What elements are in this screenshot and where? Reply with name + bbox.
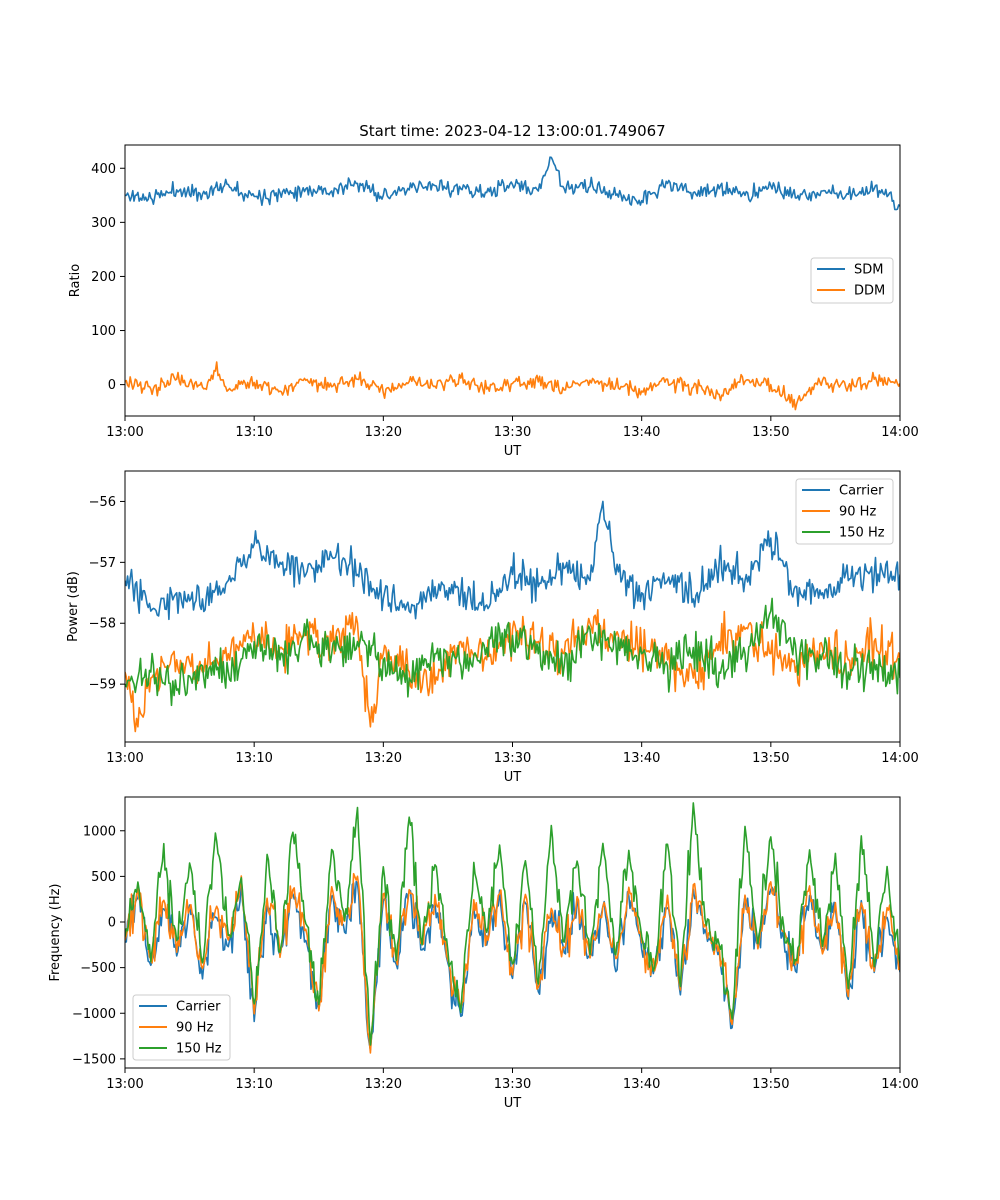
figure-title: Start time: 2023-04-12 13:00:01.749067 — [359, 122, 665, 140]
y-tick-label: −57 — [89, 556, 116, 571]
x-tick-label: 13:10 — [235, 1077, 272, 1092]
x-tick-label: 13:30 — [494, 1077, 531, 1092]
y-tick-label: 200 — [91, 270, 116, 285]
legend-label: 150 Hz — [839, 526, 885, 541]
x-tick-label: 13:00 — [106, 1077, 143, 1092]
y-tick-label: 0 — [108, 378, 116, 393]
x-axis-label: UT — [504, 1096, 522, 1111]
y-tick-label: 0 — [108, 916, 116, 931]
y-tick-label: 300 — [91, 216, 116, 231]
y-tick-label: 400 — [91, 162, 116, 177]
y-tick-label: −58 — [89, 617, 116, 632]
legend-label: 90 Hz — [176, 1021, 213, 1036]
x-tick-label: 13:40 — [623, 425, 660, 440]
x-tick-label: 13:50 — [752, 751, 789, 766]
legend-label: DDM — [854, 284, 885, 299]
series-line-90-hz — [125, 872, 900, 1054]
x-tick-label: 13:20 — [365, 751, 402, 766]
series-line-sdm — [125, 156, 900, 211]
y-tick-label: −1000 — [72, 1007, 116, 1022]
series-line-90-hz — [125, 609, 900, 733]
y-tick-label: −1500 — [72, 1052, 116, 1067]
x-tick-label: 13:40 — [623, 751, 660, 766]
x-tick-label: 14:00 — [881, 751, 918, 766]
x-tick-label: 13:20 — [365, 425, 402, 440]
series-line-150-hz — [125, 802, 900, 1046]
x-tick-label: 14:00 — [881, 1077, 918, 1092]
y-tick-label: 500 — [91, 870, 116, 885]
x-axis-label: UT — [504, 444, 522, 459]
legend-label: Carrier — [176, 1000, 221, 1015]
plot-area — [125, 500, 900, 733]
x-tick-label: 13:10 — [235, 751, 272, 766]
legend-label: Carrier — [839, 484, 884, 499]
x-tick-label: 13:40 — [623, 1077, 660, 1092]
chart-panel-1: 13:00 13:10 13:20 13:30 13:40 13:50 14:00 400 30… — [68, 144, 919, 459]
y-axis-label: Ratio — [68, 264, 83, 297]
y-axis-label: Frequency (Hz) — [48, 883, 63, 981]
chart-panel-2: 13:00 13:10 13:20 13:30 13:40 13:50 14:00 −56 −5… — [66, 470, 919, 785]
series-line-150-hz — [125, 597, 900, 707]
series-line-ddm — [125, 361, 900, 411]
x-tick-label: 13:30 — [494, 751, 531, 766]
x-tick-label: 13:30 — [494, 425, 531, 440]
x-axis-label: UT — [504, 770, 522, 785]
series-line-carrier — [125, 500, 900, 621]
plot-area — [125, 156, 900, 411]
legend-box — [132, 994, 231, 1061]
legend-label: 90 Hz — [839, 505, 876, 520]
x-tick-label: 13:00 — [106, 751, 143, 766]
y-axis-label: Power (dB) — [66, 571, 81, 642]
plot-area — [125, 802, 900, 1054]
legend-box — [795, 478, 894, 545]
legend-label: SDM — [854, 263, 883, 278]
x-tick-label: 13:00 — [106, 425, 143, 440]
x-tick-label: 13:50 — [752, 425, 789, 440]
y-tick-label: −59 — [89, 678, 116, 693]
chart-panel-3: 13:00 13:10 13:20 13:30 13:40 13:50 14:00 1000 5… — [48, 796, 919, 1111]
y-tick-label: 1000 — [83, 824, 116, 839]
legend-label: 150 Hz — [176, 1042, 222, 1057]
x-tick-label: 13:20 — [365, 1077, 402, 1092]
x-tick-label: 13:50 — [752, 1077, 789, 1092]
legend: SDM DDM — [810, 257, 894, 304]
y-tick-label: −500 — [80, 961, 116, 976]
x-tick-label: 13:10 — [235, 425, 272, 440]
y-tick-label: −56 — [89, 495, 116, 510]
legend: Carrier 90 Hz 150 Hz — [132, 994, 231, 1061]
series-line-carrier — [125, 880, 900, 1051]
legend: Carrier 90 Hz 150 Hz — [795, 478, 894, 545]
y-tick-label: 100 — [91, 324, 116, 339]
x-tick-label: 14:00 — [881, 425, 918, 440]
